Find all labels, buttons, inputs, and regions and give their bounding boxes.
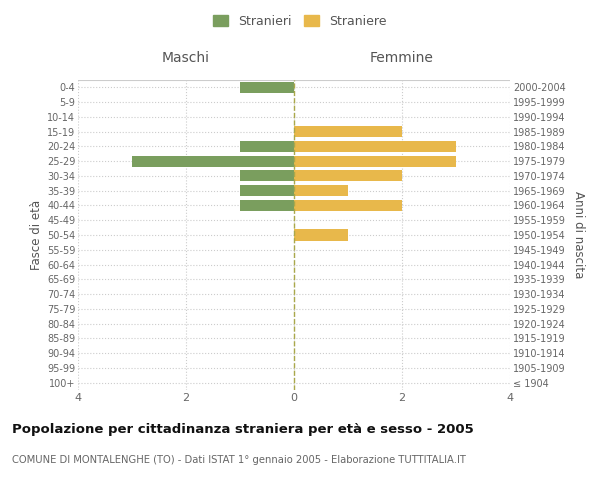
Y-axis label: Fasce di età: Fasce di età	[29, 200, 43, 270]
Bar	[240, 185, 294, 196]
Bar	[294, 185, 348, 196]
Bar	[294, 170, 402, 181]
Y-axis label: Anni di nascita: Anni di nascita	[572, 192, 585, 278]
Bar	[294, 230, 348, 240]
Bar	[294, 141, 456, 152]
Bar	[294, 200, 402, 211]
Text: COMUNE DI MONTALENGHE (TO) - Dati ISTAT 1° gennaio 2005 - Elaborazione TUTTITALI: COMUNE DI MONTALENGHE (TO) - Dati ISTAT …	[12, 455, 466, 465]
Bar	[240, 141, 294, 152]
Bar	[294, 156, 456, 166]
Bar	[240, 170, 294, 181]
Bar	[240, 200, 294, 211]
Bar	[240, 82, 294, 93]
Text: Maschi: Maschi	[162, 51, 210, 65]
Text: Popolazione per cittadinanza straniera per età e sesso - 2005: Popolazione per cittadinanza straniera p…	[12, 422, 474, 436]
Bar	[294, 126, 402, 137]
Text: Femmine: Femmine	[370, 51, 434, 65]
Legend: Stranieri, Straniere: Stranieri, Straniere	[209, 11, 391, 32]
Bar	[132, 156, 294, 166]
